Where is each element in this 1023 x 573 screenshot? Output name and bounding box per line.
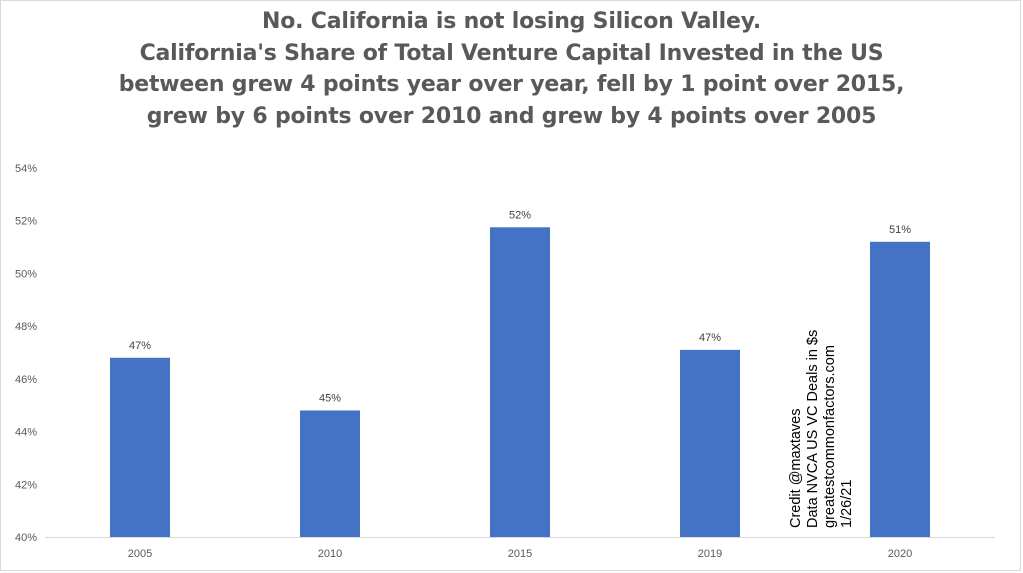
credit-annotation: Credit @maxtaves Data NVCA US VC Deals i… — [788, 330, 856, 528]
data-label: 47% — [129, 340, 151, 352]
annotation-line-2: Data NVCA US VC Deals in $s — [805, 329, 821, 528]
data-label: 52% — [509, 209, 531, 221]
y-tick-label: 54% — [15, 163, 37, 175]
y-tick-label: 40% — [15, 532, 37, 544]
annotation-line-1: Credit @maxtaves — [788, 408, 804, 528]
y-tick-label: 52% — [15, 216, 37, 228]
y-tick-label: 46% — [15, 374, 37, 386]
bar-2015 — [490, 227, 550, 537]
y-tick-label: 44% — [15, 427, 37, 439]
x-tick-label: 2005 — [128, 548, 152, 560]
bar-2010 — [300, 410, 360, 537]
y-tick-label: 50% — [15, 268, 37, 280]
title-line-2: California's Share of Total Venture Capi… — [139, 40, 884, 66]
title-line-4: grew by 6 points over 2010 and grew by 4… — [146, 103, 877, 129]
x-tick-label: 2015 — [508, 548, 532, 560]
annotation-line-3: greatestcommonfactors.com — [822, 345, 838, 528]
x-tick-label: 2020 — [888, 548, 912, 560]
chart-title: No. California is not losing Silicon Val… — [0, 6, 1023, 132]
bar-2020 — [870, 241, 930, 538]
data-label: 47% — [699, 332, 721, 344]
bar-2019 — [680, 349, 740, 537]
x-tick-label: 2010 — [318, 548, 342, 560]
data-label: 51% — [889, 224, 911, 236]
x-tick-label: 2019 — [698, 548, 722, 560]
bar-2005 — [110, 357, 170, 537]
title-line-1: No. California is not losing Silicon Val… — [262, 9, 761, 34]
annotation-line-4: 1/26/21 — [839, 479, 855, 528]
data-label: 45% — [319, 392, 341, 404]
title-line-3: between grew 4 points year over year, fe… — [118, 72, 905, 97]
y-tick-label: 42% — [15, 479, 37, 491]
y-tick-label: 48% — [15, 321, 37, 333]
